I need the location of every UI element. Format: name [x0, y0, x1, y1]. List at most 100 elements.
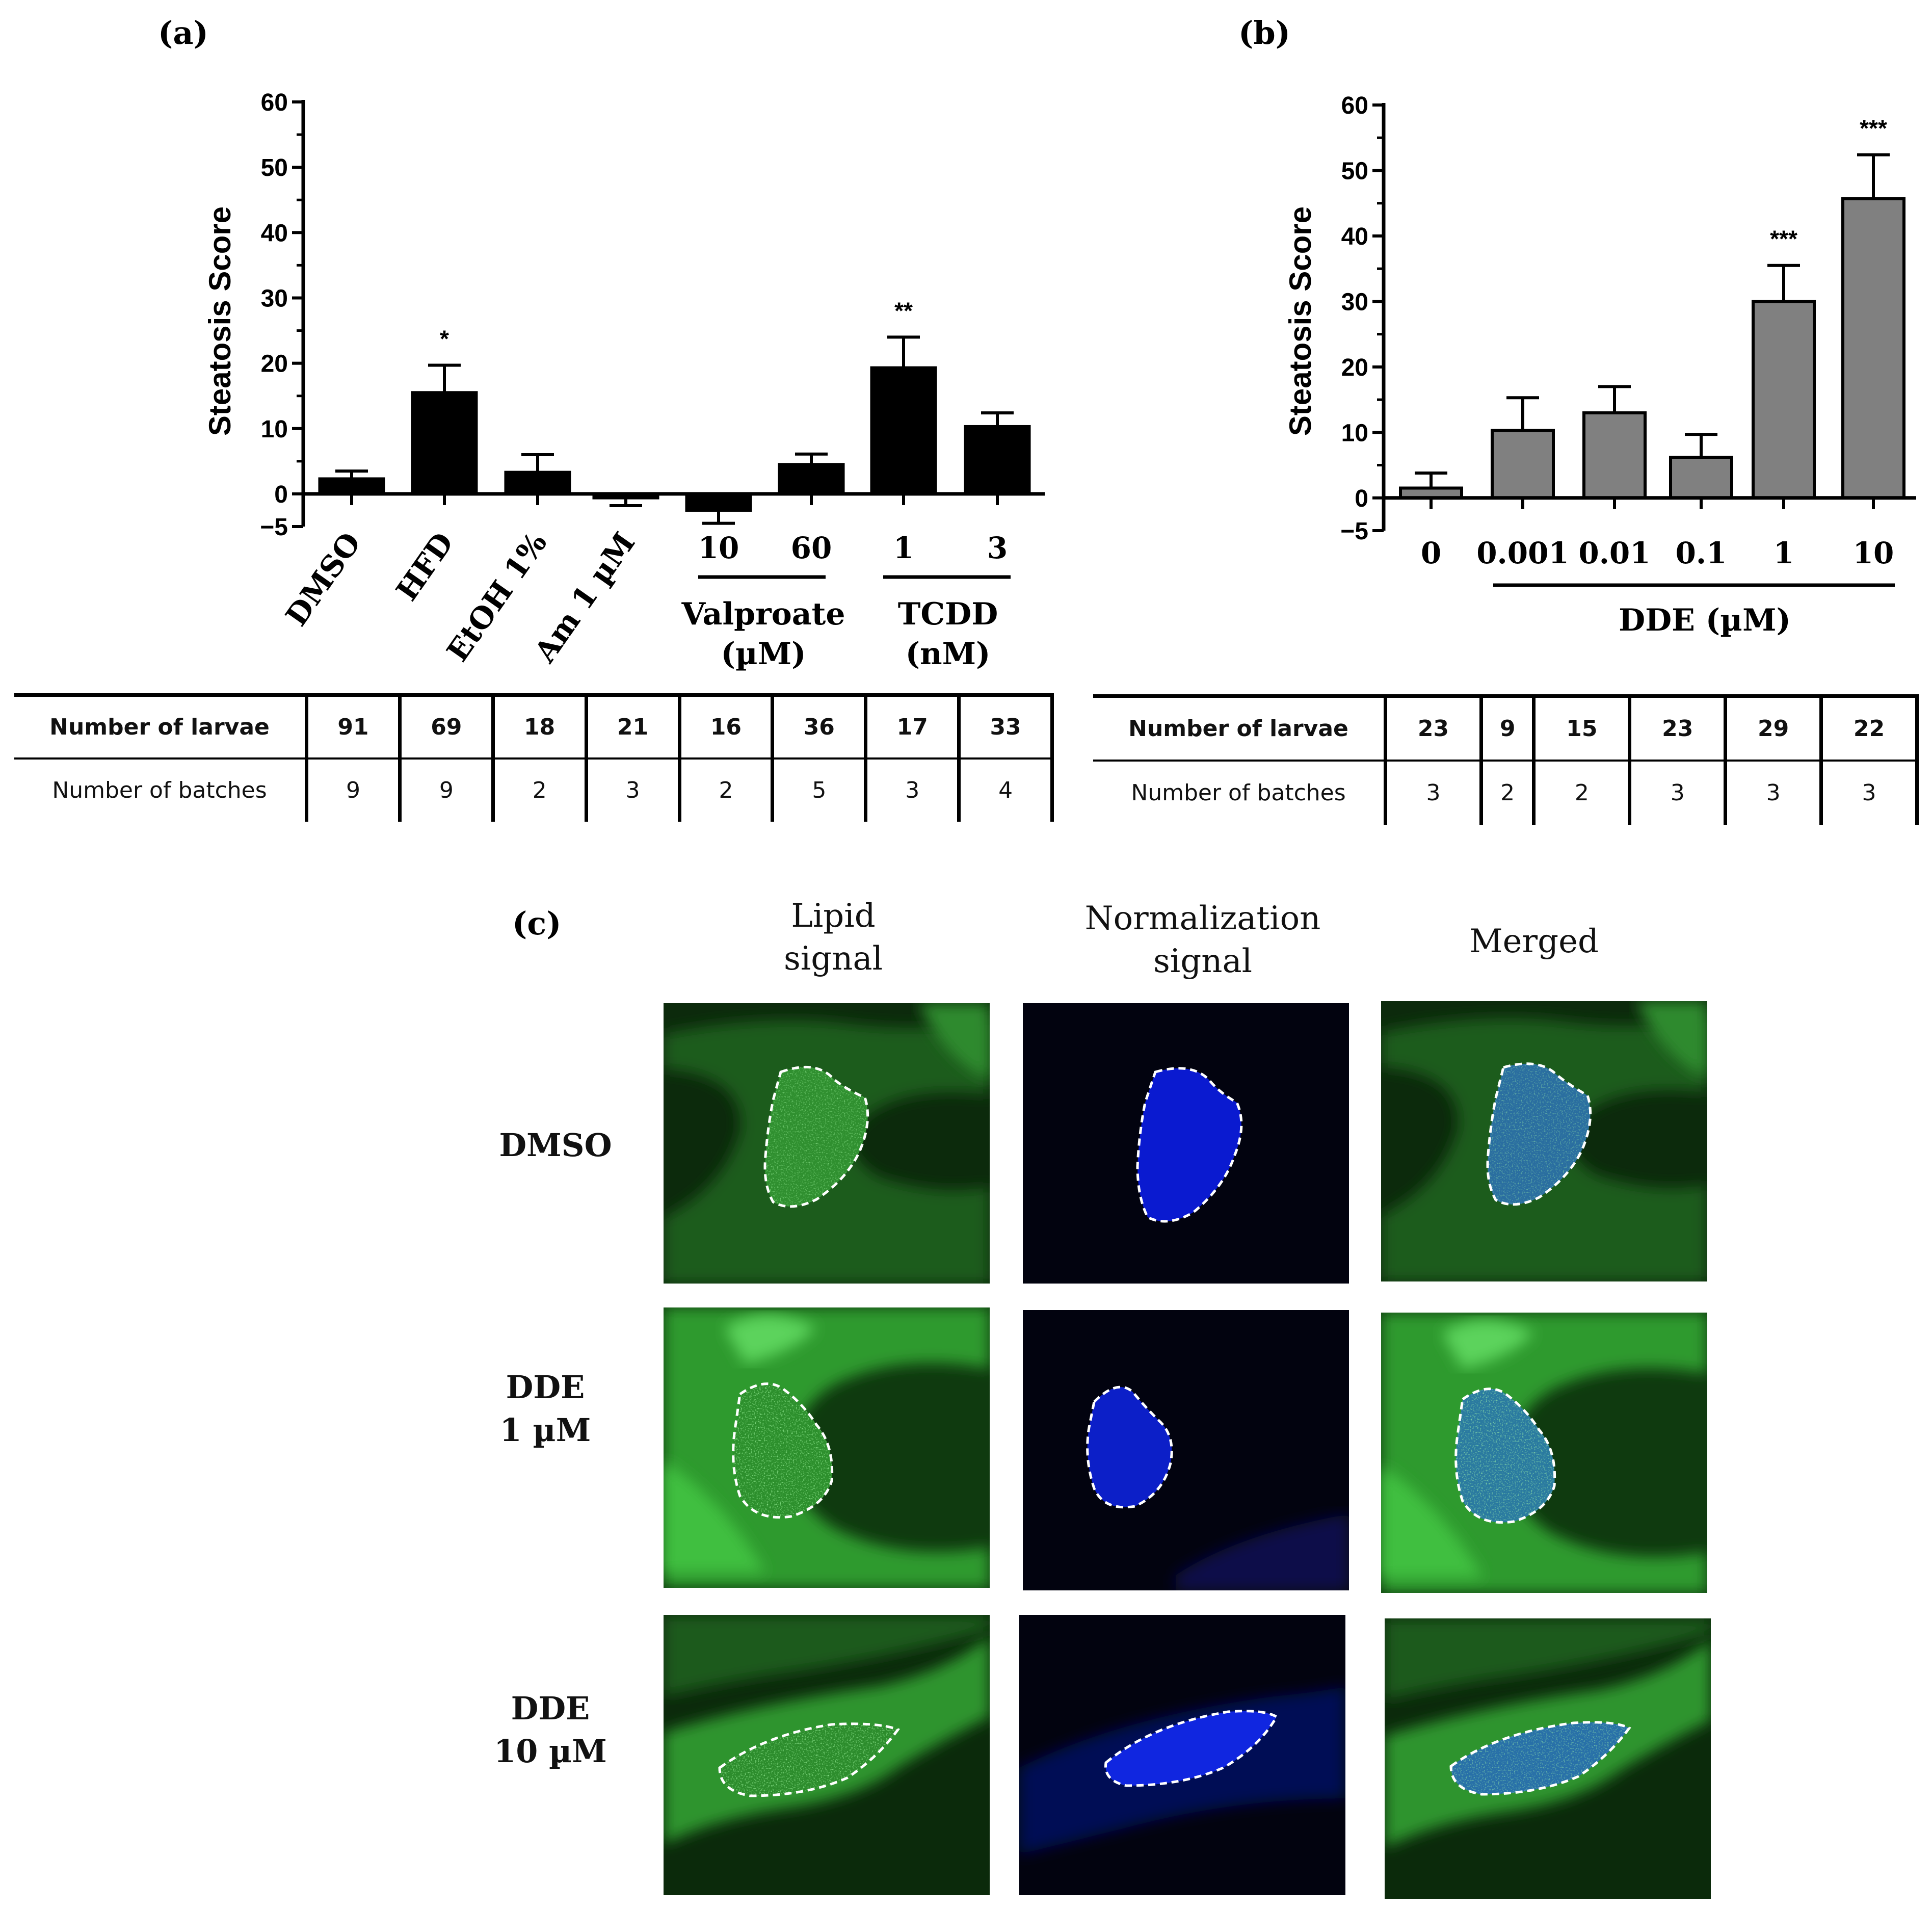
table-cell: 69: [398, 693, 493, 760]
table-b: Number of larvae 23 9 15 23 29 22 Number…: [1093, 694, 1919, 825]
table-cell: 9: [305, 758, 400, 822]
micrograph-dde1-normalization: [1023, 1310, 1349, 1590]
column-header-lipid: Lipid signal: [706, 895, 961, 981]
column-header-line1: Lipid: [791, 897, 876, 935]
panel-label-b: (b): [1238, 14, 1291, 51]
table-cell: 91: [305, 693, 400, 760]
table-cell: 33: [957, 693, 1054, 760]
significance-marker: ***: [1860, 115, 1887, 142]
group-label-line2: (nM): [906, 636, 991, 672]
group-tcdd: TCDD (nM): [883, 575, 1011, 672]
row-label-line1: DDE: [506, 1369, 585, 1406]
bar: [1669, 456, 1733, 500]
category-label: 10: [1853, 536, 1894, 570]
row-label: Number of batches: [1131, 780, 1346, 806]
micrograph-dmso-lipid: [664, 1003, 990, 1284]
bar: [1491, 429, 1555, 500]
micrograph-dde10-normalization: [1019, 1615, 1345, 1895]
significance-marker: ***: [1770, 226, 1797, 252]
y-tick-label: 20: [261, 351, 288, 378]
micrograph-dmso-merged: [1381, 1001, 1707, 1281]
bar: [318, 477, 385, 495]
category-label: 3: [987, 531, 1008, 565]
table-cell: 2: [677, 758, 773, 822]
category-label: 1: [1774, 536, 1794, 570]
category-label: DMSO: [279, 526, 367, 633]
table-cell: 21: [584, 693, 679, 760]
group-label-line2: (µM): [721, 636, 806, 672]
row-label-line2: 10 µM: [494, 1732, 607, 1770]
micrograph-dde1-merged: [1381, 1313, 1707, 1593]
table-cell: 36: [771, 693, 866, 760]
column-header-normalization: Normalization signal: [1045, 897, 1361, 983]
significance-marker: **: [894, 297, 913, 324]
micrograph-dde10-lipid: [664, 1615, 990, 1895]
category-label: 0: [1421, 536, 1441, 570]
table-cell: 9: [398, 758, 493, 822]
table-cell: 18: [491, 693, 587, 760]
micrograph-dde10-merged: [1385, 1618, 1711, 1899]
significance-marker: *: [440, 325, 449, 352]
micrograph-dde1-lipid: [664, 1307, 990, 1588]
bar: [778, 463, 845, 495]
y-tick-label: 0: [274, 481, 288, 508]
y-tick-label: 20: [1341, 354, 1368, 381]
y-tick-label: 10: [1341, 420, 1368, 447]
table-cell: 3: [864, 758, 959, 822]
y-tick-label: 30: [261, 285, 288, 312]
y-tick-label: 10: [261, 416, 288, 443]
table-cell: 23: [1628, 694, 1726, 762]
column-header-line1: Merged: [1469, 923, 1599, 960]
y-tick-label: −5: [260, 514, 288, 541]
table-row-batches: Number of batches 3 2 2 3 3 3: [1093, 760, 1919, 825]
bar: [1841, 197, 1905, 500]
table-row-larvae: Number of larvae 23 9 15 23 29 22: [1093, 694, 1919, 762]
table-row-larvae: Number of larvae 91 69 18 21 16 36 17 33: [14, 693, 1054, 760]
table-cell: 5: [771, 758, 866, 822]
row-label-line2: 1 µM: [499, 1411, 591, 1449]
column-header-merged: Merged: [1407, 920, 1661, 963]
row-label-line1: DDE: [511, 1690, 590, 1727]
y-tick-label: 0: [1355, 485, 1368, 512]
y-tick-label: 50: [1341, 158, 1368, 185]
table-cell: 17: [864, 693, 959, 760]
bar: [1752, 300, 1816, 500]
row-label-dde-10: DDE 10 µM: [459, 1687, 642, 1772]
column-header-line2: signal: [783, 940, 883, 978]
table-cell: 3: [1724, 760, 1821, 825]
y-axis-label: Steatosis Score: [203, 206, 237, 436]
y-tick-label: 30: [1341, 289, 1368, 316]
table-cell: 22: [1819, 694, 1919, 762]
column-header-line1: Normalization: [1084, 900, 1321, 937]
group-label-line1: TCDD: [898, 596, 998, 632]
bar: [1582, 411, 1647, 500]
row-label: Number of larvae: [14, 693, 307, 760]
row-label-line1: DMSO: [499, 1127, 612, 1164]
table-cell: 29: [1724, 694, 1821, 762]
category-label: HFD: [389, 526, 461, 607]
category-label: 0.001: [1476, 536, 1569, 570]
table-cell: 2: [1532, 760, 1630, 825]
y-tick-label: 50: [261, 154, 288, 181]
bar: [870, 366, 937, 495]
row-label-dmso: DMSO: [464, 1124, 647, 1167]
category-label: 0.01: [1578, 536, 1650, 570]
y-tick-label: −5: [1340, 518, 1368, 545]
group-label-line1: Valproate: [681, 596, 845, 632]
table-cell: 4: [957, 758, 1054, 822]
panel-label-c: (c): [512, 905, 562, 942]
category-label: 60: [791, 531, 832, 565]
row-label: Number of larvae: [1093, 694, 1386, 762]
category-label: 1: [893, 531, 914, 565]
y-tick-label: 60: [1341, 92, 1368, 119]
table-cell: 2: [1479, 760, 1534, 825]
row-label: Number of batches: [52, 777, 267, 803]
micrograph-dmso-normalization: [1023, 1003, 1349, 1284]
y-tick-label: 40: [1341, 223, 1368, 250]
table-row-batches: Number of batches 9 9 2 3 2 5 3 4: [14, 758, 1054, 822]
group-label: DDE (µM): [1619, 603, 1791, 638]
table-cell: 3: [1384, 760, 1481, 825]
table-cell: 3: [584, 758, 679, 822]
